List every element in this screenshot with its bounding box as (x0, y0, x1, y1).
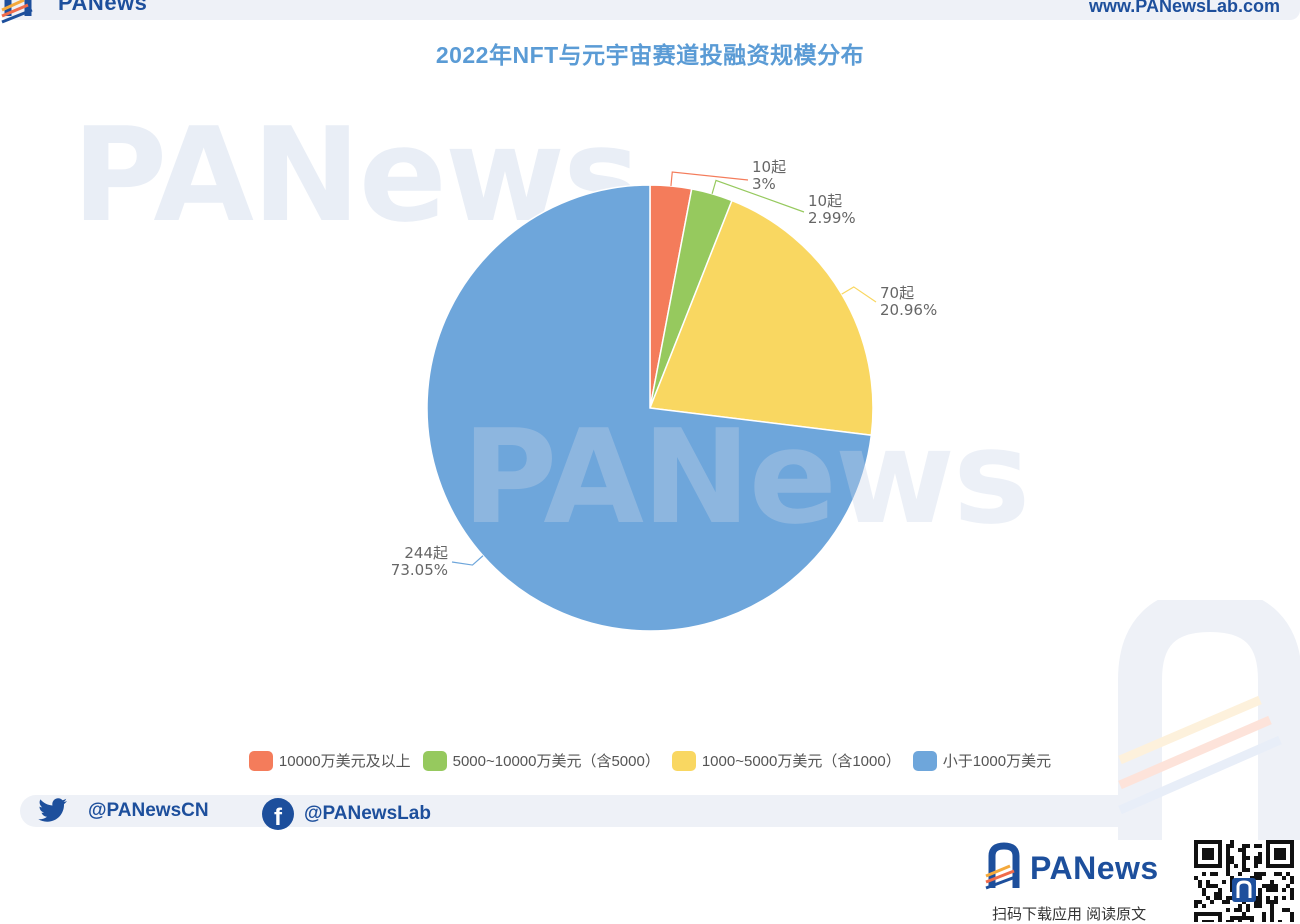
social-bar (20, 795, 1140, 827)
pie-slice[interactable] (426, 184, 873, 632)
slice-count-label: 244起 (404, 544, 448, 562)
legend-swatch (671, 750, 696, 771)
legend-label: 10000万美元及以上 (278, 753, 411, 770)
legend-item[interactable]: 小于1000万美元 (912, 750, 1052, 771)
legend-swatch (912, 750, 937, 771)
scan-text: 扫码下载应用 阅读原文 (992, 906, 1147, 923)
legend-item[interactable]: 5000~10000万美元（含5000） (422, 750, 660, 771)
decorative-arch-icon (1118, 600, 1300, 840)
slice-count-label: 10起 (752, 158, 786, 176)
site-url[interactable]: www.PANewsLab.com (1088, 0, 1280, 16)
slice-percent-label: 2.99% (808, 209, 856, 227)
brand-bottom: PANews (984, 840, 1184, 890)
label-leader-line (451, 555, 484, 566)
qr-code-icon[interactable] (1194, 840, 1294, 922)
facebook-handle: @PANewsLab (304, 803, 431, 824)
label-leader-line (711, 179, 805, 213)
brand-name: PANews (58, 0, 148, 15)
legend-swatch (422, 750, 447, 771)
legend-item[interactable]: 10000万美元及以上 (248, 750, 411, 771)
chart-legend: 10000万美元及以上 5000~10000万美元（含5000） 1000~50… (0, 750, 1300, 771)
label-leader-line (670, 171, 749, 187)
label-leader-line (841, 286, 877, 303)
legend-swatch (248, 750, 273, 771)
chart-title: 2022年NFT与元宇宙赛道投融资规模分布 (435, 42, 865, 68)
twitter-handle-group[interactable]: @PANewsCN (38, 798, 209, 824)
legend-label: 小于1000万美元 (942, 753, 1052, 770)
slice-count-label: 70起 (880, 284, 914, 302)
brand-name: PANews (1030, 850, 1159, 886)
watermark-center: PANews (462, 401, 1030, 553)
panews-logo-icon (0, 0, 50, 24)
slice-percent-label: 73.05% (391, 561, 448, 579)
slice-percent-label: 3% (752, 175, 776, 193)
panews-logo-icon (985, 842, 1020, 890)
facebook-handle-group[interactable]: f @PANewsLab (262, 798, 431, 830)
top-bar (0, 0, 1300, 20)
legend-label: 1000~5000万美元（含1000） (701, 753, 901, 770)
brand-top: PANews (0, 0, 147, 28)
twitter-handle: @PANewsCN (88, 800, 209, 821)
facebook-icon: f (262, 798, 294, 830)
twitter-bird-icon (38, 798, 67, 822)
slice-percent-label: 20.96% (880, 301, 937, 319)
legend-label: 5000~10000万美元（含5000） (452, 753, 660, 770)
legend-item[interactable]: 1000~5000万美元（含1000） (671, 750, 901, 771)
slice-count-label: 10起 (808, 192, 842, 210)
